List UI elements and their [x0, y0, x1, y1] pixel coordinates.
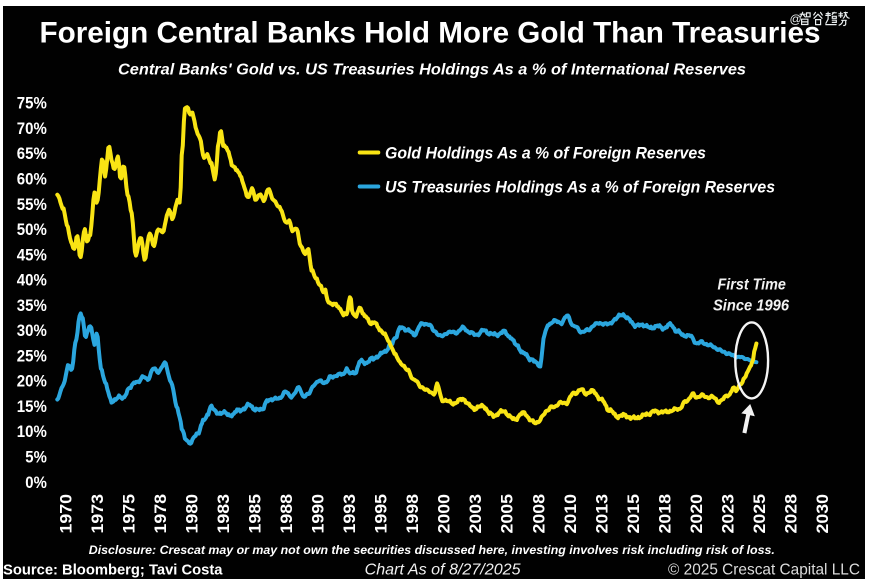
- svg-text:2025: 2025: [750, 494, 769, 534]
- svg-text:Gold Holdings As a % of Foreig: Gold Holdings As a % of Foreign Reserves: [385, 144, 706, 163]
- svg-text:2005: 2005: [498, 494, 517, 534]
- svg-text:45%: 45%: [17, 245, 47, 264]
- svg-text:40%: 40%: [17, 271, 47, 290]
- svg-text:Disclosure: Crescat may or may: Disclosure: Crescat may or may not own t…: [89, 543, 775, 557]
- svg-text:1983: 1983: [214, 494, 233, 534]
- svg-text:Foreign Central Banks Hold Mor: Foreign Central Banks Hold More Gold Tha…: [40, 16, 821, 49]
- svg-text:10%: 10%: [17, 422, 47, 441]
- svg-text:55%: 55%: [17, 195, 47, 214]
- svg-text:2003: 2003: [466, 494, 485, 534]
- svg-text:1970: 1970: [56, 494, 75, 534]
- svg-text:1980: 1980: [182, 494, 201, 534]
- svg-text:1975: 1975: [119, 494, 138, 534]
- svg-text:Since 1996: Since 1996: [713, 298, 789, 315]
- svg-text:1978: 1978: [151, 494, 170, 534]
- svg-text:70%: 70%: [17, 119, 47, 138]
- svg-text:2015: 2015: [624, 494, 643, 534]
- svg-text:60%: 60%: [17, 170, 47, 189]
- svg-text:Chart As of 8/27/2025: Chart As of 8/27/2025: [365, 562, 521, 579]
- svg-text:US Treasuries Holdings As a %: US Treasuries Holdings As a % of Foreign…: [385, 178, 775, 197]
- svg-text:1985: 1985: [246, 494, 265, 534]
- svg-text:1998: 1998: [403, 494, 422, 534]
- svg-text:2013: 2013: [592, 494, 611, 534]
- svg-text:1988: 1988: [277, 494, 296, 534]
- svg-text:2023: 2023: [718, 494, 737, 534]
- svg-text:Central Banks' Gold vs. US Tre: Central Banks' Gold vs. US Treasuries Ho…: [118, 61, 746, 78]
- svg-text:2010: 2010: [561, 494, 580, 534]
- svg-text:1995: 1995: [372, 494, 391, 534]
- svg-text:30%: 30%: [17, 321, 47, 340]
- svg-text:50%: 50%: [17, 220, 47, 239]
- svg-text:1993: 1993: [340, 494, 359, 534]
- svg-text:0%: 0%: [25, 473, 47, 492]
- svg-text:2018: 2018: [655, 494, 674, 534]
- svg-text:20%: 20%: [17, 372, 47, 391]
- svg-text:© 2025 Crescat Capital LLC: © 2025 Crescat Capital LLC: [668, 562, 860, 579]
- svg-text:1973: 1973: [88, 494, 107, 534]
- svg-text:75%: 75%: [17, 94, 47, 113]
- svg-text:First Time: First Time: [718, 276, 787, 293]
- svg-text:35%: 35%: [17, 296, 47, 315]
- svg-text:25%: 25%: [17, 346, 47, 365]
- svg-text:15%: 15%: [17, 397, 47, 416]
- svg-text:2030: 2030: [813, 494, 832, 534]
- svg-text:Source: Bloomberg; Tavi Costa: Source: Bloomberg; Tavi Costa: [3, 563, 223, 579]
- svg-text:2000: 2000: [435, 494, 454, 534]
- svg-text:5%: 5%: [25, 448, 47, 467]
- svg-text:2020: 2020: [687, 494, 706, 534]
- svg-text:2028: 2028: [782, 494, 801, 534]
- svg-text:2008: 2008: [529, 494, 548, 534]
- svg-text:@: @: [790, 12, 802, 26]
- svg-text:1990: 1990: [309, 494, 328, 534]
- svg-text:65%: 65%: [17, 144, 47, 163]
